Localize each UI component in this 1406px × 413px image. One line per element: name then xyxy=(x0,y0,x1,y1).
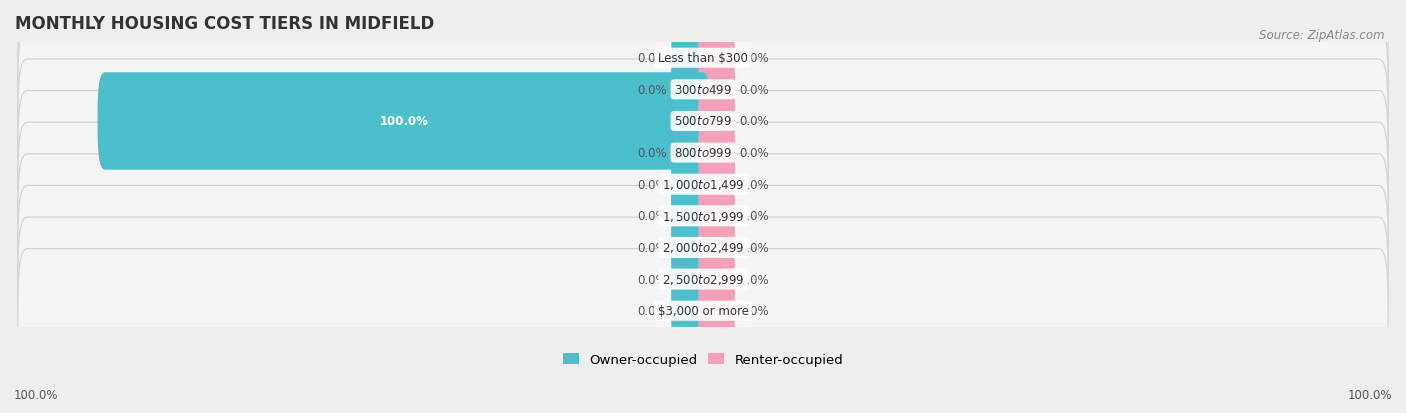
Text: $500 to $799: $500 to $799 xyxy=(673,115,733,128)
FancyBboxPatch shape xyxy=(18,28,1388,152)
FancyBboxPatch shape xyxy=(18,60,1388,183)
Text: 0.0%: 0.0% xyxy=(637,147,666,160)
FancyBboxPatch shape xyxy=(18,123,1388,247)
Text: 0.0%: 0.0% xyxy=(740,115,769,128)
Text: 0.0%: 0.0% xyxy=(740,178,769,191)
FancyBboxPatch shape xyxy=(18,218,1388,341)
FancyBboxPatch shape xyxy=(671,275,707,347)
FancyBboxPatch shape xyxy=(671,117,707,189)
FancyBboxPatch shape xyxy=(699,117,735,189)
FancyBboxPatch shape xyxy=(671,243,707,316)
FancyBboxPatch shape xyxy=(18,91,1388,215)
Text: 0.0%: 0.0% xyxy=(637,83,666,97)
Text: 0.0%: 0.0% xyxy=(740,273,769,286)
FancyBboxPatch shape xyxy=(699,85,735,158)
FancyBboxPatch shape xyxy=(671,23,707,95)
FancyBboxPatch shape xyxy=(699,212,735,284)
Text: 100.0%: 100.0% xyxy=(1347,388,1392,401)
Text: 100.0%: 100.0% xyxy=(380,115,429,128)
FancyBboxPatch shape xyxy=(671,212,707,284)
FancyBboxPatch shape xyxy=(699,243,735,316)
FancyBboxPatch shape xyxy=(699,149,735,221)
FancyBboxPatch shape xyxy=(18,0,1388,121)
Text: 0.0%: 0.0% xyxy=(740,210,769,223)
Text: $2,500 to $2,999: $2,500 to $2,999 xyxy=(662,273,744,286)
Text: $3,000 or more: $3,000 or more xyxy=(658,304,748,318)
Text: $800 to $999: $800 to $999 xyxy=(673,147,733,160)
Text: 0.0%: 0.0% xyxy=(637,304,666,318)
FancyBboxPatch shape xyxy=(699,54,735,126)
Text: 0.0%: 0.0% xyxy=(637,178,666,191)
FancyBboxPatch shape xyxy=(671,149,707,221)
FancyBboxPatch shape xyxy=(18,186,1388,310)
FancyBboxPatch shape xyxy=(671,180,707,252)
FancyBboxPatch shape xyxy=(671,54,707,126)
Text: 0.0%: 0.0% xyxy=(637,273,666,286)
Text: $1,500 to $1,999: $1,500 to $1,999 xyxy=(662,209,744,223)
Legend: Owner-occupied, Renter-occupied: Owner-occupied, Renter-occupied xyxy=(558,348,848,371)
Text: 0.0%: 0.0% xyxy=(740,83,769,97)
Text: 0.0%: 0.0% xyxy=(740,147,769,160)
FancyBboxPatch shape xyxy=(699,180,735,252)
Text: 0.0%: 0.0% xyxy=(740,241,769,254)
Text: 0.0%: 0.0% xyxy=(637,52,666,65)
FancyBboxPatch shape xyxy=(699,23,735,95)
Text: MONTHLY HOUSING COST TIERS IN MIDFIELD: MONTHLY HOUSING COST TIERS IN MIDFIELD xyxy=(15,15,434,33)
FancyBboxPatch shape xyxy=(18,154,1388,278)
Text: $2,000 to $2,499: $2,000 to $2,499 xyxy=(662,241,744,255)
Text: 0.0%: 0.0% xyxy=(740,304,769,318)
Text: 0.0%: 0.0% xyxy=(637,210,666,223)
Text: Source: ZipAtlas.com: Source: ZipAtlas.com xyxy=(1260,29,1385,42)
Text: Less than $300: Less than $300 xyxy=(658,52,748,65)
Text: 0.0%: 0.0% xyxy=(637,241,666,254)
Text: $300 to $499: $300 to $499 xyxy=(673,83,733,97)
FancyBboxPatch shape xyxy=(18,249,1388,373)
Text: 0.0%: 0.0% xyxy=(740,52,769,65)
FancyBboxPatch shape xyxy=(97,73,710,170)
Text: 100.0%: 100.0% xyxy=(14,388,59,401)
FancyBboxPatch shape xyxy=(699,275,735,347)
Text: $1,000 to $1,499: $1,000 to $1,499 xyxy=(662,178,744,192)
